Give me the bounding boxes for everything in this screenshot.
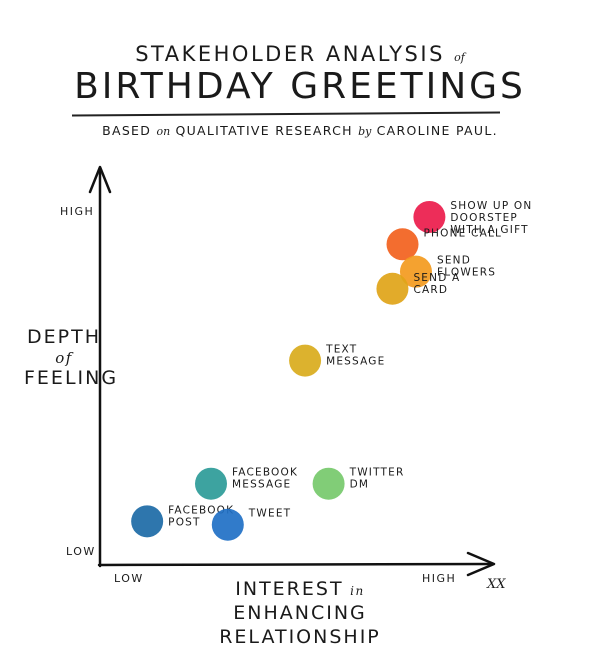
data-point: SHOW UP ON DOORSTEP WITH A GIFT bbox=[413, 200, 532, 236]
title-stakeholder: STAKEHOLDER ANALYSIS bbox=[135, 42, 445, 66]
point-marker bbox=[386, 228, 419, 261]
point-label-line: DOORSTEP bbox=[450, 212, 518, 224]
point-label-line: CARD bbox=[413, 284, 448, 296]
y-label-feeling: FEELING bbox=[24, 366, 119, 389]
y-axis-label: DEPTH of FEELING bbox=[24, 326, 119, 390]
data-point: FACEBOOK MESSAGE bbox=[195, 467, 298, 500]
y-axis bbox=[88, 165, 112, 568]
subtitle-on: on bbox=[156, 125, 171, 138]
point-label-line: SEND bbox=[437, 255, 471, 267]
x-tick-low: LOW bbox=[114, 572, 144, 585]
point-label-line: FACEBOOK bbox=[232, 467, 298, 479]
point-marker bbox=[211, 508, 244, 541]
point-marker bbox=[131, 505, 164, 538]
x-label-in: in bbox=[350, 584, 365, 598]
y-label-of: of bbox=[55, 348, 73, 367]
subtitle-research: QUALITATIVE RESEARCH bbox=[175, 123, 353, 138]
point-label-line: DM bbox=[350, 479, 370, 491]
point-label: PHONE CALL bbox=[424, 227, 503, 239]
point-label-line: WITH A GIFT bbox=[450, 224, 528, 236]
point-label-line: TWITTER bbox=[349, 467, 405, 479]
point-marker bbox=[195, 467, 227, 500]
point-marker bbox=[399, 255, 432, 288]
data-point: TEXT MESSAGE bbox=[289, 344, 385, 377]
x-axis bbox=[97, 551, 496, 577]
point-label-line: POST bbox=[168, 516, 200, 528]
point-label-line: TWEET bbox=[248, 508, 291, 520]
point-label-line: PHONE CALL bbox=[424, 227, 503, 239]
data-point: SEND A CARD bbox=[376, 272, 460, 305]
chart-subtitle: BASED on QUALITATIVE RESEARCH by CAROLIN… bbox=[0, 123, 600, 138]
point-label-line: SEND A bbox=[413, 272, 460, 284]
point-label: FACEBOOK MESSAGE bbox=[232, 467, 298, 491]
data-point: SEND FLOWERS bbox=[399, 255, 496, 288]
x-label-interest: INTEREST bbox=[235, 578, 344, 600]
point-label: TEXT MESSAGE bbox=[325, 344, 385, 368]
data-point: TWITTER DM bbox=[312, 467, 405, 500]
title-of: of bbox=[454, 51, 465, 64]
subtitle-author: CAROLINE PAUL. bbox=[376, 123, 498, 138]
point-label-line: MESSAGE bbox=[326, 356, 385, 368]
x-axis-label: INTEREST in ENHANCING RELATIONSHIP bbox=[170, 578, 430, 649]
point-label: SEND A CARD bbox=[413, 272, 460, 296]
subtitle-based: BASED bbox=[102, 123, 152, 138]
point-marker bbox=[312, 467, 345, 500]
point-label: TWEET bbox=[248, 508, 291, 520]
point-label-line: FLOWERS bbox=[437, 267, 496, 279]
data-point: TWEET bbox=[211, 508, 291, 541]
y-label-depth: DEPTH bbox=[27, 326, 101, 348]
point-label: SEND FLOWERS bbox=[437, 255, 496, 279]
point-marker bbox=[413, 200, 446, 233]
x-label-relationship: RELATIONSHIP bbox=[219, 625, 381, 648]
subtitle-by: by bbox=[358, 125, 372, 138]
signature-mark: XX bbox=[487, 577, 506, 592]
point-marker bbox=[289, 344, 322, 377]
point-marker bbox=[376, 272, 409, 305]
point-label-line: SHOW UP ON bbox=[450, 200, 532, 212]
point-label-line: MESSAGE bbox=[232, 479, 291, 491]
x-label-enhancing: ENHANCING bbox=[233, 601, 367, 624]
data-point: PHONE CALL bbox=[386, 227, 503, 261]
chart-title-line1: STAKEHOLDER ANALYSIS of bbox=[0, 42, 600, 66]
chart-title-line2: BIRTHDAY GREETINGS bbox=[74, 66, 526, 107]
point-label-line: TEXT bbox=[325, 344, 357, 356]
point-label: SHOW UP ON DOORSTEP WITH A GIFT bbox=[450, 200, 532, 236]
x-tick-high: HIGH bbox=[422, 572, 457, 585]
point-label: TWITTER DM bbox=[349, 467, 405, 491]
y-tick-low: LOW bbox=[66, 545, 96, 558]
y-tick-high: HIGH bbox=[60, 205, 95, 218]
